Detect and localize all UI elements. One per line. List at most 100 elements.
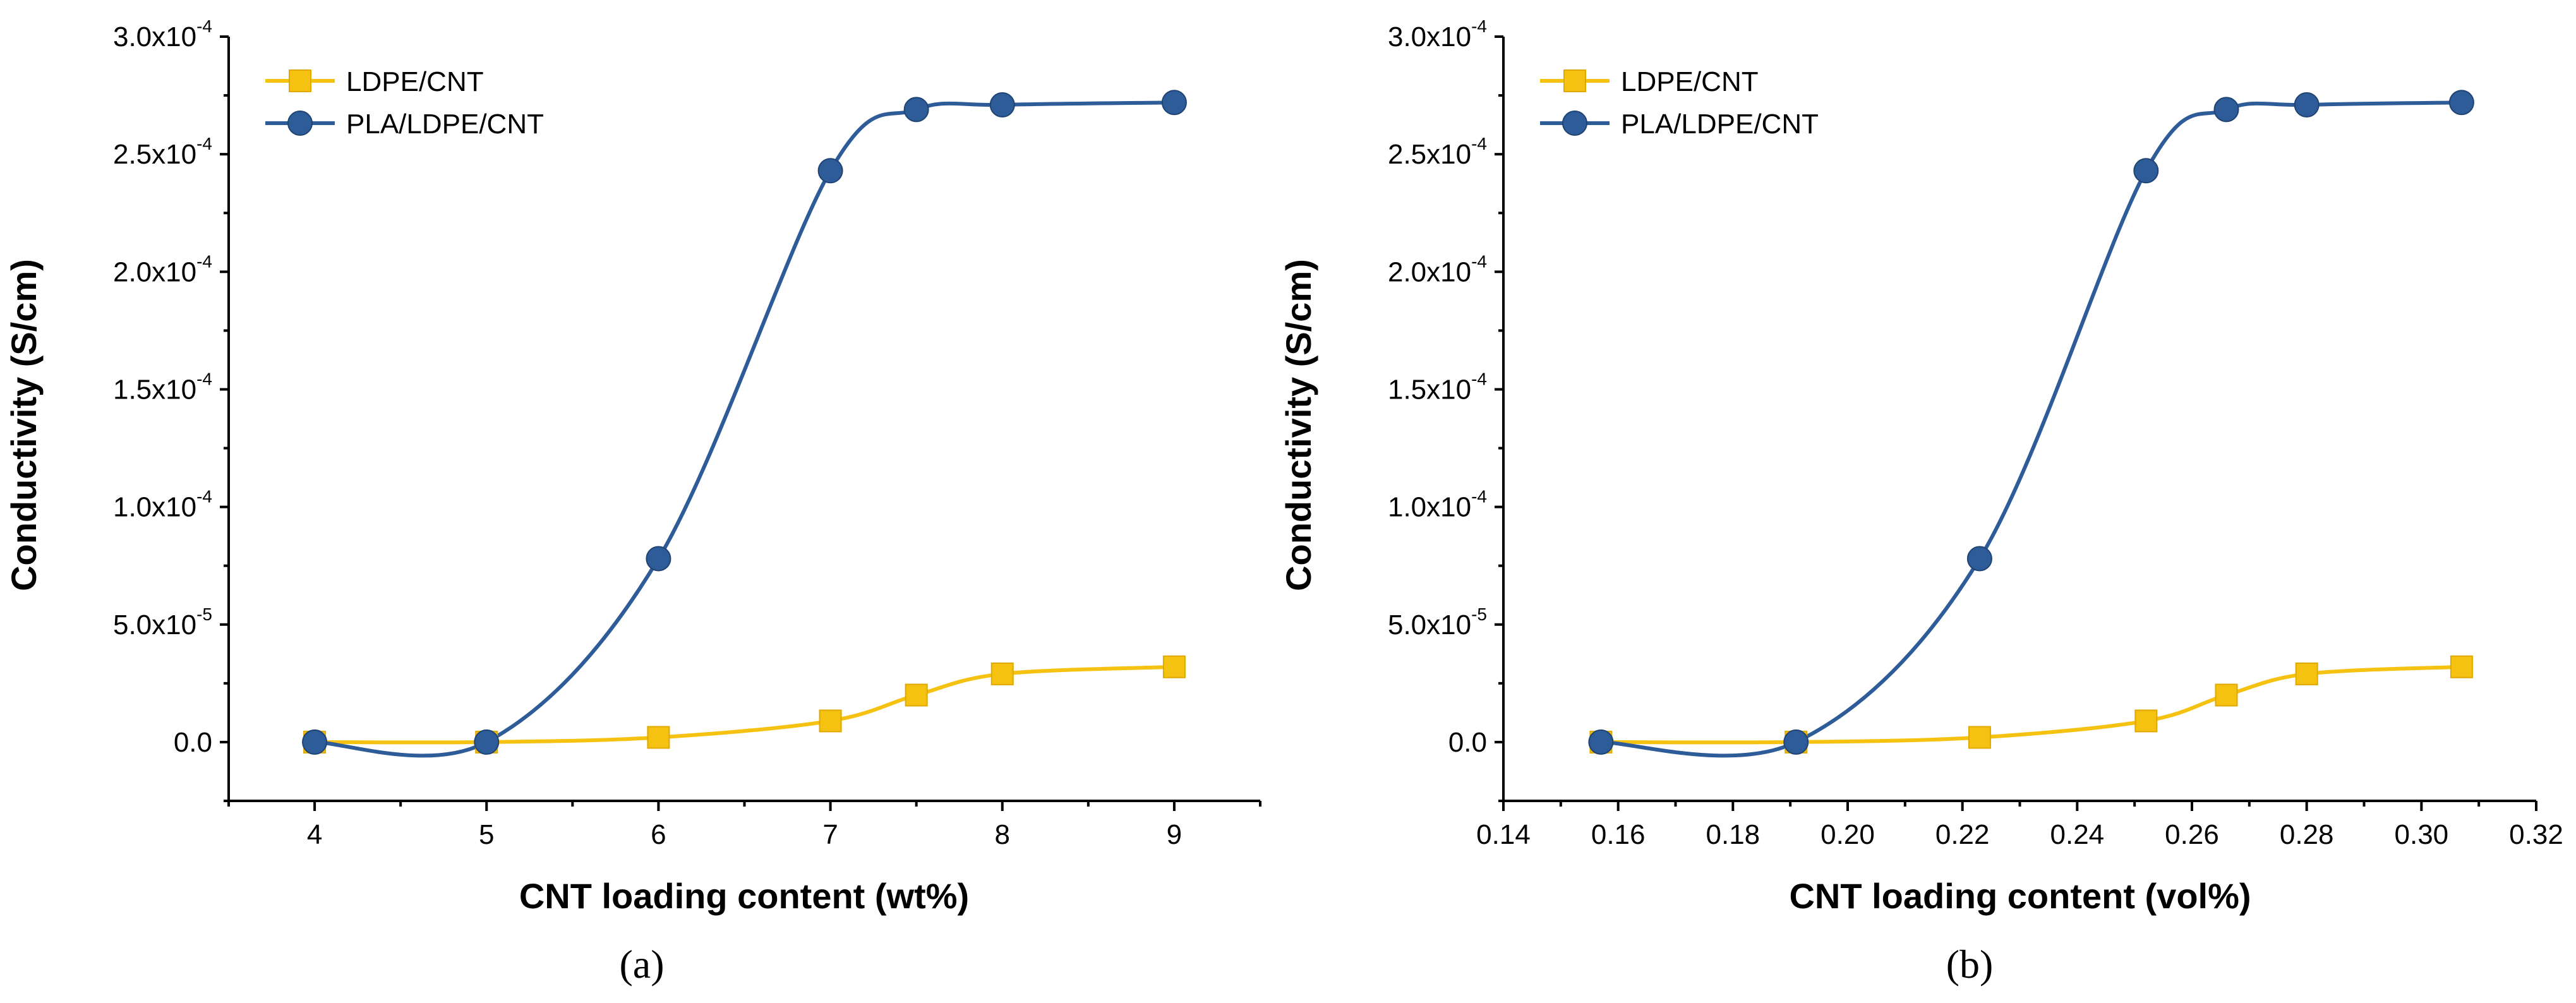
data-point-ldpe-cnt xyxy=(1968,726,1991,749)
y-tick-label: 1.5x10-4 xyxy=(1388,369,1487,405)
y-tick-mantissa: 3.0x10 xyxy=(1388,21,1471,52)
data-point-ldpe-cnt xyxy=(2134,709,2158,733)
x-tick-label: 0.14 xyxy=(1476,819,1531,850)
y-tick-mantissa: 5.0x10 xyxy=(1388,610,1471,640)
legend-marker-ldpe-cnt xyxy=(1563,69,1586,92)
y-tick-exponent: -4 xyxy=(196,251,212,271)
y-tick-exponent: -5 xyxy=(1471,604,1487,624)
x-tick-label: 8 xyxy=(995,819,1010,850)
y-tick-exponent: -4 xyxy=(196,487,212,507)
data-point-ldpe-cnt xyxy=(2450,655,2473,678)
y-tick-mantissa: 1.0x10 xyxy=(113,492,196,523)
x-tick-label: 5 xyxy=(479,819,494,850)
y-tick-label: 2.5x10-4 xyxy=(1388,134,1487,170)
data-point-ldpe-cnt xyxy=(647,726,670,749)
y-tick-mantissa: 0.0 xyxy=(174,727,212,758)
data-point-ldpe-cnt xyxy=(990,662,1014,685)
y-tick-mantissa: 2.0x10 xyxy=(113,256,196,287)
y-axis-title: Conductivity (S/cm) xyxy=(1279,259,1318,591)
legend-label-pla-ldpe-cnt: PLA/LDPE/CNT xyxy=(346,109,544,140)
x-tick-label: 0.16 xyxy=(1591,819,1646,850)
y-tick-exponent: -4 xyxy=(1471,251,1487,271)
data-point-pla-ldpe-cnt xyxy=(2133,158,2159,184)
data-point-pla-ldpe-cnt xyxy=(1588,729,1614,755)
chart-panel-a: 0.05.0x10-51.0x10-41.5x10-42.0x10-42.5x1… xyxy=(4,16,1261,987)
legend-marker-ldpe-cnt xyxy=(289,69,311,92)
legend-marker-pla-ldpe-cnt xyxy=(1562,111,1587,136)
legend-label-ldpe-cnt: LDPE/CNT xyxy=(1621,66,1759,97)
y-tick-label: 0.0 xyxy=(1448,727,1487,758)
series-line-ldpe-cnt xyxy=(315,664,1175,745)
data-point-ldpe-cnt xyxy=(2215,683,2238,707)
y-tick-mantissa: 2.5x10 xyxy=(1388,139,1471,170)
y-tick-mantissa: 2.0x10 xyxy=(1388,256,1471,287)
y-tick-mantissa: 5.0x10 xyxy=(113,610,196,640)
x-axis-title: CNT loading content (wt%) xyxy=(519,876,969,916)
y-tick-exponent: -5 xyxy=(196,604,212,624)
data-point-pla-ldpe-cnt xyxy=(1966,546,1992,572)
y-tick-exponent: -4 xyxy=(196,134,212,153)
data-point-ldpe-cnt xyxy=(905,683,928,707)
data-point-pla-ldpe-cnt xyxy=(2213,97,2239,123)
data-point-pla-ldpe-cnt xyxy=(302,729,328,755)
y-tick-label: 2.0x10-4 xyxy=(113,251,212,287)
y-tick-label: 2.0x10-4 xyxy=(1388,251,1487,287)
x-tick-label: 0.22 xyxy=(1935,819,1990,850)
x-tick-label: 7 xyxy=(822,819,838,850)
y-axis-title: Conductivity (S/cm) xyxy=(4,259,44,591)
x-tick-label: 0.32 xyxy=(2509,819,2563,850)
y-tick-mantissa: 0.0 xyxy=(1448,727,1487,758)
data-point-pla-ldpe-cnt xyxy=(1161,90,1187,116)
y-tick-label: 1.0x10-4 xyxy=(1388,487,1487,523)
data-point-ldpe-cnt xyxy=(819,709,842,733)
y-tick-mantissa: 1.0x10 xyxy=(1388,492,1471,523)
data-point-pla-ldpe-cnt xyxy=(646,546,671,572)
legend-marker-pla-ldpe-cnt xyxy=(287,111,313,136)
y-tick-label: 5.0x10-5 xyxy=(113,604,212,640)
x-tick-label: 0.26 xyxy=(2165,819,2219,850)
x-tick-label: 0.30 xyxy=(2395,819,2449,850)
panel-label: (a) xyxy=(619,942,664,987)
y-tick-exponent: -4 xyxy=(1471,134,1487,153)
series-line-pla-ldpe-cnt xyxy=(1601,100,2462,758)
y-tick-mantissa: 2.5x10 xyxy=(113,139,196,170)
y-tick-label: 5.0x10-5 xyxy=(1388,604,1487,640)
data-point-pla-ldpe-cnt xyxy=(1783,729,1809,755)
data-point-pla-ldpe-cnt xyxy=(2294,92,2320,117)
series-line-ldpe-cnt xyxy=(1601,664,2462,745)
x-tick-label: 0.20 xyxy=(1821,819,1875,850)
y-tick-exponent: -4 xyxy=(1471,487,1487,507)
panel-label: (b) xyxy=(1946,942,1994,987)
data-point-pla-ldpe-cnt xyxy=(817,158,843,184)
y-tick-label: 3.0x10-4 xyxy=(1388,16,1487,52)
data-point-pla-ldpe-cnt xyxy=(903,97,929,123)
x-tick-label: 0.28 xyxy=(2280,819,2334,850)
x-tick-label: 6 xyxy=(651,819,666,850)
data-point-ldpe-cnt xyxy=(1162,655,1186,678)
y-tick-mantissa: 1.5x10 xyxy=(1388,374,1471,405)
y-tick-mantissa: 1.5x10 xyxy=(113,374,196,405)
x-tick-label: 0.18 xyxy=(1706,819,1760,850)
x-tick-label: 0.24 xyxy=(2050,819,2105,850)
y-tick-exponent: -4 xyxy=(196,369,212,388)
y-tick-exponent: -4 xyxy=(1471,16,1487,36)
y-tick-label: 1.0x10-4 xyxy=(113,487,212,523)
data-point-pla-ldpe-cnt xyxy=(2448,90,2474,116)
data-point-pla-ldpe-cnt xyxy=(474,729,500,755)
chart-panel-b: 0.05.0x10-51.0x10-41.5x10-42.0x10-42.5x1… xyxy=(1279,16,2563,987)
y-tick-exponent: -4 xyxy=(196,16,212,36)
legend-label-ldpe-cnt: LDPE/CNT xyxy=(346,66,484,97)
data-point-pla-ldpe-cnt xyxy=(989,92,1015,117)
y-tick-label: 2.5x10-4 xyxy=(113,134,212,170)
y-tick-label: 3.0x10-4 xyxy=(113,16,212,52)
data-point-ldpe-cnt xyxy=(2295,662,2318,685)
x-tick-label: 9 xyxy=(1167,819,1182,850)
series-line-pla-ldpe-cnt xyxy=(315,100,1174,758)
legend: LDPE/CNT PLA/LDPE/CNT xyxy=(265,66,544,140)
legend-label-pla-ldpe-cnt: PLA/LDPE/CNT xyxy=(1621,109,1819,140)
x-axis-title: CNT loading content (vol%) xyxy=(1789,876,2251,916)
y-tick-label: 0.0 xyxy=(174,727,212,758)
x-tick-label: 4 xyxy=(307,819,322,850)
y-tick-mantissa: 3.0x10 xyxy=(113,21,196,52)
